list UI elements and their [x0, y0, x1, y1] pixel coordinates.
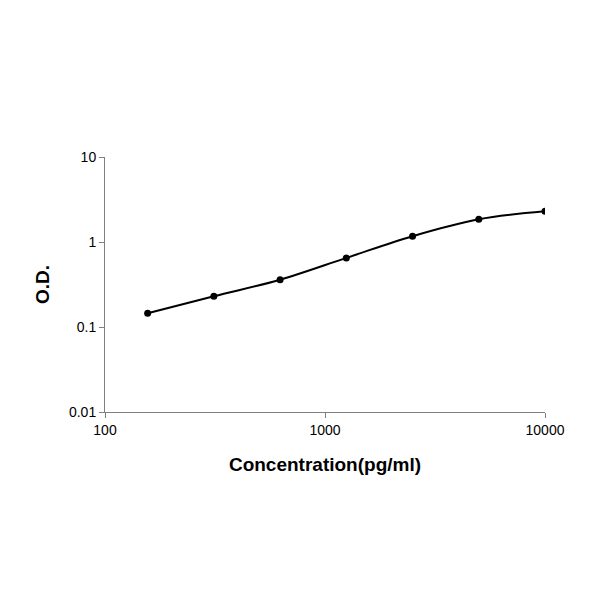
svg-text:100: 100 — [93, 422, 117, 438]
svg-text:0.1: 0.1 — [77, 319, 97, 335]
svg-text:10000: 10000 — [526, 422, 565, 438]
svg-text:1000: 1000 — [309, 422, 340, 438]
svg-text:0.01: 0.01 — [69, 404, 96, 420]
svg-text:Concentration(pg/ml): Concentration(pg/ml) — [229, 454, 421, 475]
svg-text:O.D.: O.D. — [32, 265, 53, 304]
svg-text:1: 1 — [88, 234, 96, 250]
svg-text:10: 10 — [81, 149, 97, 165]
